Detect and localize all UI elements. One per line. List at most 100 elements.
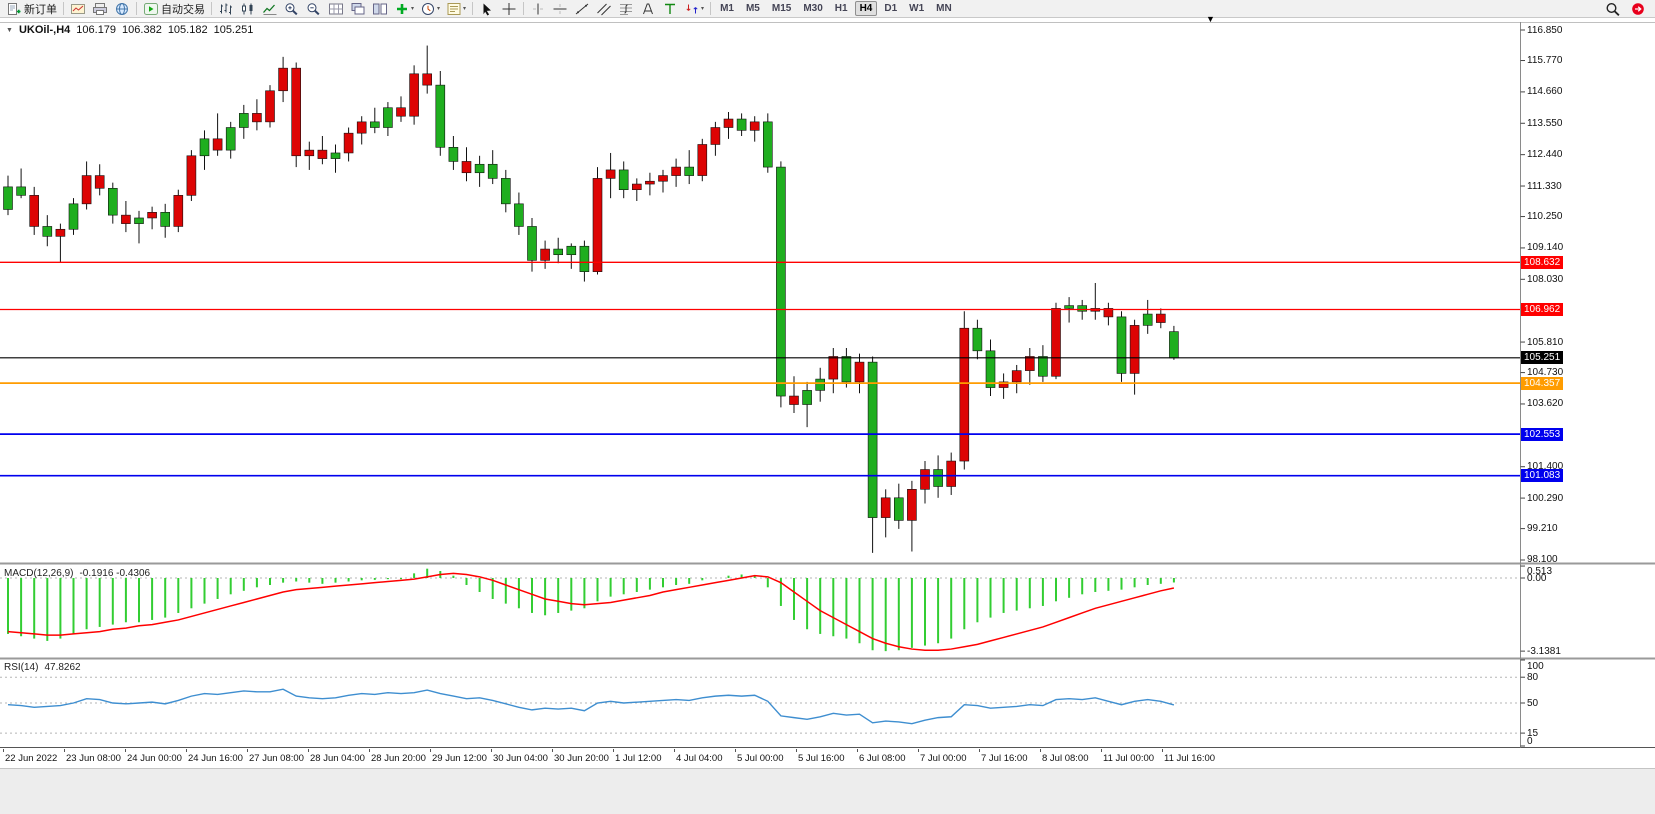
new-order-button[interactable]: 新订单: [3, 0, 60, 18]
candle-body: [1169, 331, 1179, 359]
timeframe-d1-button[interactable]: D1: [884, 3, 898, 14]
candlestick-mode-button[interactable]: [237, 0, 259, 18]
candle-body: [579, 245, 590, 272]
chart-menu-arrow-icon[interactable]: ▼: [1206, 14, 1215, 24]
candle-body: [500, 178, 511, 205]
arrow-objects-button[interactable]: ▾: [681, 0, 707, 18]
indicators-button[interactable]: ▾: [391, 0, 417, 18]
chevron-down-icon[interactable]: ▾: [437, 6, 441, 12]
time-axis[interactable]: 22 Jun 2022 23 Jun 08:00 24 Jun 00:00 24 Ju…: [0, 749, 1655, 768]
time-label: 11 Jul 16:00: [1164, 753, 1216, 764]
candle-body: [828, 356, 839, 380]
candle-body: [448, 147, 459, 162]
timeframe-m15-button[interactable]: M15: [771, 3, 792, 14]
auto-arrange-button[interactable]: [325, 0, 347, 18]
candle-body: [239, 113, 249, 128]
auto-trading-button[interactable]: 自动交易: [140, 0, 208, 18]
cascade-windows-button[interactable]: [347, 0, 369, 18]
crosshair-icon: [501, 2, 517, 16]
time-label: 30 Jun 04:00: [493, 753, 548, 764]
candle-body: [1051, 308, 1061, 377]
candle-body: [553, 248, 564, 256]
time-label: 8 Jul 08:00: [1042, 753, 1089, 764]
time-tick: [796, 749, 797, 752]
equidistant-channel-button[interactable]: [593, 0, 615, 18]
tile-windows-button[interactable]: [369, 0, 391, 18]
zoom-in-button[interactable]: [281, 0, 303, 18]
candle-body: [121, 214, 131, 224]
globe-icon: [114, 2, 130, 16]
periods-button[interactable]: ▾: [417, 0, 443, 18]
cursor-button[interactable]: [476, 0, 498, 18]
charts-button[interactable]: [67, 0, 89, 18]
candle-body: [959, 327, 970, 462]
cascade-icon: [350, 2, 366, 16]
time-tick: [3, 749, 4, 752]
timeframe-toolbar: M1 M5 M15 M30 H1 H4 D1 W1 MN: [714, 1, 958, 16]
toolbar-right-group: [1602, 0, 1652, 18]
vertical-line-button[interactable]: [527, 0, 549, 18]
community-account-button[interactable]: [1627, 0, 1649, 18]
fibonacci-retracement-button[interactable]: [615, 0, 637, 18]
time-label: 23 Jun 08:00: [66, 753, 121, 764]
chevron-down-icon[interactable]: ▾: [411, 6, 415, 12]
text-label-button[interactable]: [659, 0, 681, 18]
candle-body: [304, 149, 315, 157]
panel-separator[interactable]: [0, 657, 1655, 660]
time-tick: [1101, 749, 1102, 752]
horizontal-line-button[interactable]: [549, 0, 571, 18]
candle-body: [199, 138, 210, 157]
line-chart-mode-button[interactable]: [259, 0, 281, 18]
tile-icon: [372, 2, 388, 16]
search-button[interactable]: [1602, 0, 1624, 18]
time-tick: [1040, 749, 1041, 752]
chart-canvas[interactable]: [0, 22, 1655, 749]
bar-chart-mode-button[interactable]: [215, 0, 237, 18]
trend-line-button[interactable]: [571, 0, 593, 18]
candle-body: [343, 132, 354, 154]
candle-body: [396, 107, 406, 117]
zoom-in-icon: [284, 2, 300, 16]
macd-signal-line: [7, 572, 1175, 651]
linechart-icon: [262, 2, 278, 16]
panel-separator[interactable]: [0, 562, 1655, 565]
web-community-button[interactable]: [111, 0, 133, 18]
timeframe-h1-button[interactable]: H1: [834, 3, 848, 14]
time-label: 28 Jun 20:00: [371, 753, 426, 764]
timeframe-mn-button[interactable]: MN: [936, 3, 952, 14]
zoom-out-button[interactable]: [303, 0, 325, 18]
time-tick: [369, 749, 370, 752]
timeframe-m30-button[interactable]: M30: [803, 3, 823, 14]
time-tick: [308, 749, 309, 752]
crosshair-button[interactable]: [498, 0, 520, 18]
chevron-down-icon[interactable]: ▾: [463, 6, 467, 12]
time-label: 27 Jun 08:00: [249, 753, 304, 764]
candle-body: [566, 245, 577, 256]
timeframe-m1-button[interactable]: M1: [720, 3, 734, 14]
candle-body: [815, 378, 826, 391]
print-preview-button[interactable]: [89, 0, 111, 18]
timeframe-m5-button[interactable]: M5: [745, 3, 760, 14]
vline-icon: [530, 2, 546, 16]
chevron-down-icon[interactable]: ▾: [701, 6, 705, 12]
timeframe-h4-button[interactable]: H4: [854, 1, 878, 16]
candle-body: [1038, 356, 1048, 377]
new-order-icon: [6, 2, 22, 16]
candle-body: [749, 121, 760, 131]
price-axis[interactable]: [1520, 22, 1580, 749]
candle-body: [55, 228, 66, 237]
template-icon: [446, 2, 462, 16]
candle-body: [1129, 325, 1140, 374]
time-label: 30 Jun 20:00: [554, 753, 609, 764]
time-tick: [979, 749, 980, 752]
candle-body: [802, 390, 812, 405]
candle-body: [212, 138, 223, 151]
text-button[interactable]: [637, 0, 659, 18]
channel-icon: [596, 2, 612, 16]
toolbar-separator: [523, 2, 525, 15]
candle-body: [1142, 313, 1153, 326]
timeframe-w1-button[interactable]: W1: [909, 3, 925, 14]
templates-button[interactable]: ▾: [443, 0, 469, 18]
toolbar: 新订单 自动交易 ▾ ▾ ▾ ▾ M1 M5 M15 M30 H1 H4 D1 W1 MN: [0, 0, 1655, 18]
